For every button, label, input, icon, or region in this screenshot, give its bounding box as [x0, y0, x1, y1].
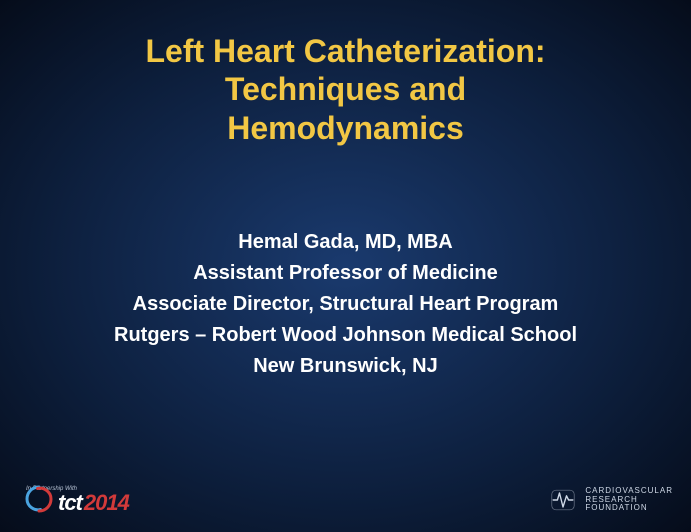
slide-footer: tct 2014 CARDIOVASCULAR RESEARCH FOUNDAT…: [0, 474, 691, 532]
author-institution: Rutgers – Robert Wood Johnson Medical Sc…: [0, 320, 691, 351]
crf-logo: CARDIOVASCULAR RESEARCH FOUNDATION: [549, 486, 673, 514]
slide-container: Left Heart Catheterization: Techniques a…: [0, 0, 691, 532]
swirl-icon: [24, 484, 54, 514]
title-line-2: Techniques and: [225, 71, 466, 107]
author-location: New Brunswick, NJ: [0, 351, 691, 382]
title-line-1: Left Heart Catheterization:: [145, 33, 545, 69]
title-line-3: Hemodynamics: [227, 110, 464, 146]
slide-title: Left Heart Catheterization: Techniques a…: [0, 32, 691, 147]
crf-mark-icon: [549, 486, 577, 514]
author-role: Associate Director, Structural Heart Pro…: [0, 289, 691, 320]
tct-logo: tct 2014: [24, 484, 129, 516]
tct-year: 2014: [84, 490, 129, 516]
tct-text: tct: [58, 490, 82, 516]
author-position: Assistant Professor of Medicine: [0, 258, 691, 289]
author-block: Hemal Gada, MD, MBA Assistant Professor …: [0, 227, 691, 382]
crf-text: CARDIOVASCULAR RESEARCH FOUNDATION: [585, 487, 673, 513]
crf-line-3: FOUNDATION: [585, 504, 673, 513]
author-name: Hemal Gada, MD, MBA: [0, 227, 691, 258]
